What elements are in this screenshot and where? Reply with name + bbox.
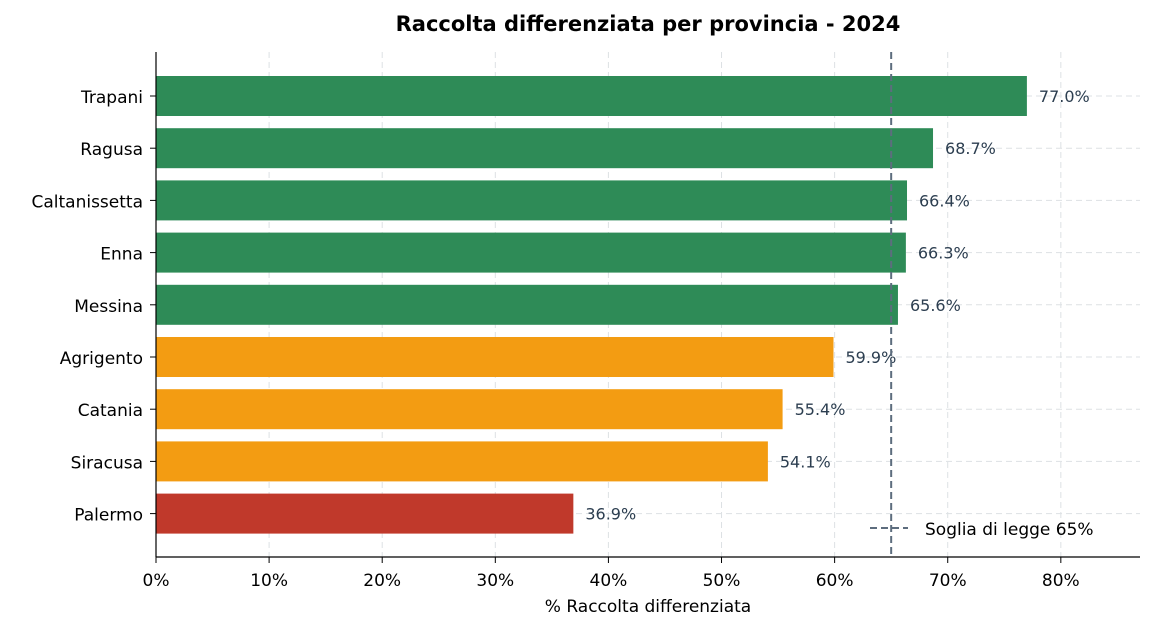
legend: Soglia di legge 65%: [870, 520, 1094, 540]
data-label: 54.1%: [780, 452, 831, 471]
x-tick-label: 0%: [143, 571, 170, 591]
bar-catania: [156, 389, 783, 430]
data-label: 68.7%: [945, 139, 996, 158]
y-tick-label: Agrigento: [60, 349, 143, 369]
x-tick-label: 80%: [1042, 571, 1080, 591]
bar-enna: [156, 232, 906, 273]
x-tick-label: 20%: [363, 571, 401, 591]
data-label: 77.0%: [1039, 87, 1090, 106]
legend-threshold-label: Soglia di legge 65%: [925, 520, 1094, 540]
bar-trapani: [156, 76, 1027, 116]
bar-messina: [156, 284, 898, 325]
y-tick-label: Messina: [74, 297, 143, 317]
bar-ragusa: [156, 128, 934, 169]
y-tick-label: Enna: [100, 245, 143, 265]
data-label: 65.6%: [910, 296, 961, 315]
x-tick-label: 50%: [703, 571, 741, 591]
y-tick-label: Caltanissetta: [31, 192, 143, 212]
y-tick-label: Trapani: [80, 88, 143, 108]
data-label: 66.4%: [919, 191, 970, 210]
bar-caltanissetta: [156, 180, 908, 221]
y-tick-label: Siracusa: [71, 453, 143, 473]
data-label: 66.3%: [918, 244, 969, 263]
x-axis-label: % Raccolta differenziata: [545, 597, 751, 617]
bar-palermo: [156, 493, 574, 534]
data-label: 59.9%: [845, 348, 896, 367]
x-tick-label: 10%: [250, 571, 288, 591]
x-tick-label: 70%: [929, 571, 967, 591]
data-label: 55.4%: [795, 400, 846, 419]
bar-agrigento: [156, 337, 834, 377]
data-label: 36.9%: [585, 505, 636, 524]
x-tick-label: 60%: [816, 571, 854, 591]
y-tick-label: Catania: [78, 401, 143, 421]
bar-siracusa: [156, 441, 768, 482]
x-tick-label: 40%: [590, 571, 628, 591]
y-tick-label: Palermo: [74, 506, 143, 526]
x-tick-label: 30%: [476, 571, 514, 591]
y-tick-label: Ragusa: [80, 140, 143, 160]
chart-title: Raccolta differenziata per provincia - 2…: [396, 12, 901, 36]
